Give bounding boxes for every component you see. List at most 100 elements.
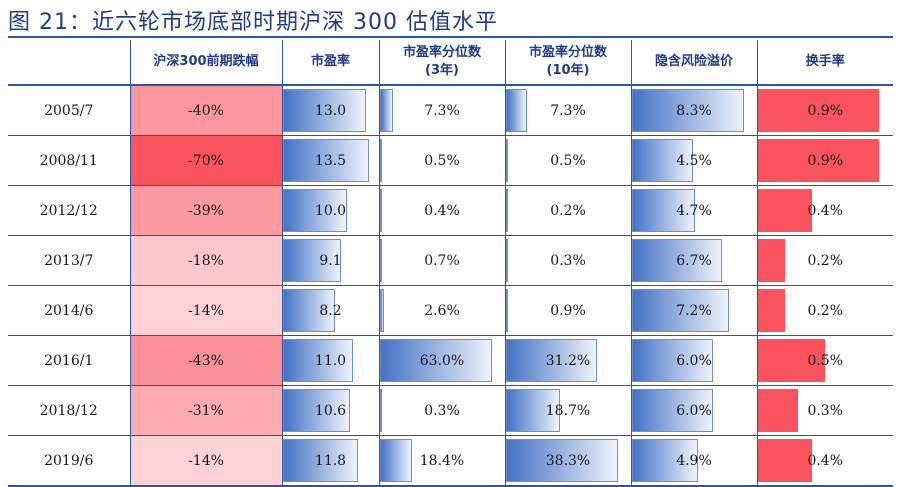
pe-value: 10.6: [314, 402, 347, 419]
erp-value: 4.7%: [676, 202, 712, 219]
column-header-3: 市盈率分位数 (3年): [378, 40, 505, 86]
erp-bar: [631, 89, 744, 132]
chart-title: 图 21：近六轮市场底部时期沪深 300 估值水平: [8, 10, 498, 35]
pe-pct-3y-bar: [379, 189, 382, 232]
erp-cell: 6.7%: [630, 235, 757, 286]
pe-pct-10y-value: 7.3%: [550, 102, 586, 119]
pe-value: 9.1: [319, 252, 342, 269]
title-rule: [8, 36, 893, 38]
pe-pct-3y-cell: 2.6%: [378, 285, 505, 336]
turnover-cell: 0.9%: [756, 135, 893, 186]
turnover-bar: [757, 239, 785, 282]
pe-pct-3y-bar: [379, 89, 393, 132]
pe-pct-3y-cell: 18.4%: [378, 435, 505, 487]
turnover-cell: 0.2%: [756, 235, 893, 286]
column-header-5: 隐含风险溢价: [630, 40, 757, 86]
table-row: 2005/7 -40% 13.0 7.3% 7.3% 8.3% 0.9%: [8, 85, 893, 136]
pe-pct-3y-value: 0.5%: [424, 152, 460, 169]
erp-bar: [631, 389, 713, 432]
column-header-1: 沪深300前期跌幅: [129, 40, 282, 86]
pe-pct-10y-value: 18.7%: [545, 402, 591, 419]
turnover-value: 0.2%: [807, 252, 844, 269]
pe-pct-10y-value: 0.9%: [550, 302, 586, 319]
pe-cell: 11.0: [281, 335, 379, 386]
pe-pct-10y-value: 0.3%: [550, 252, 586, 269]
turnover-bar: [757, 289, 785, 332]
turnover-cell: 0.3%: [756, 385, 893, 436]
pe-value: 11.8: [314, 452, 347, 469]
pe-pct-3y-value: 18.4%: [419, 452, 465, 469]
erp-cell: 6.0%: [630, 385, 757, 436]
period-cell: 2012/12: [8, 185, 130, 236]
pe-pct-3y-bar: [379, 389, 382, 432]
pe-pct-3y-cell: 63.0%: [378, 335, 505, 386]
pe-bar: [282, 289, 335, 332]
pe-bar: [282, 89, 366, 132]
pe-pct-10y-value: 38.3%: [545, 452, 591, 469]
pe-pct-10y-cell: 7.3%: [504, 85, 631, 136]
turnover-cell: 0.4%: [756, 435, 893, 487]
table-row: 2008/11 -70% 13.5 0.5% 0.5% 4.5% 0.9%: [8, 135, 893, 186]
pe-bar: [282, 389, 351, 432]
period-cell: 2005/7: [8, 85, 130, 136]
pe-pct-10y-bar: [505, 389, 561, 432]
pe-cell: 13.0: [281, 85, 379, 136]
pe-pct-3y-cell: 0.4%: [378, 185, 505, 236]
pe-pct-3y-bar: [379, 439, 413, 482]
erp-cell: 7.2%: [630, 285, 757, 336]
pe-pct-10y-cell: 0.2%: [504, 185, 631, 236]
erp-value: 7.2%: [676, 302, 712, 319]
period-cell: 2013/7: [8, 235, 130, 286]
turnover-value: 0.9%: [807, 102, 844, 119]
drawdown-cell: -14%: [129, 435, 282, 487]
turnover-bar: [757, 339, 826, 382]
turnover-bar: [757, 389, 799, 432]
table-body: 2005/7 -40% 13.0 7.3% 7.3% 8.3% 0.9% 2008/11 -70…: [8, 85, 893, 487]
drawdown-cell: -40%: [129, 85, 282, 136]
pe-pct-3y-value: 63.0%: [419, 352, 465, 369]
pe-cell: 9.1: [281, 235, 379, 286]
drawdown-cell: -14%: [129, 285, 282, 336]
pe-pct-10y-cell: 38.3%: [504, 435, 631, 487]
pe-pct-10y-bar: [505, 239, 508, 282]
column-header-0: [8, 40, 130, 86]
pe-pct-10y-bar: [505, 139, 508, 182]
erp-cell: 4.5%: [630, 135, 757, 186]
erp-bar: [631, 139, 693, 182]
pe-pct-3y-value: 0.4%: [424, 202, 460, 219]
drawdown-cell: -39%: [129, 185, 282, 236]
pe-value: 13.0: [314, 102, 347, 119]
pe-pct-3y-value: 2.6%: [424, 302, 460, 319]
turnover-value: 0.4%: [807, 202, 844, 219]
period-cell: 2014/6: [8, 285, 130, 336]
pe-bar: [282, 239, 341, 282]
pe-pct-10y-value: 0.5%: [550, 152, 586, 169]
turnover-bar: [757, 89, 880, 132]
drawdown-cell: -31%: [129, 385, 282, 436]
pe-pct-3y-bar: [379, 289, 385, 332]
pe-bar: [282, 439, 359, 482]
pe-pct-3y-cell: 7.3%: [378, 85, 505, 136]
pe-pct-10y-cell: 31.2%: [504, 335, 631, 386]
erp-cell: 4.9%: [630, 435, 757, 487]
turnover-value: 0.4%: [807, 452, 844, 469]
turnover-cell: 0.9%: [756, 85, 893, 136]
pe-pct-3y-cell: 0.3%: [378, 385, 505, 436]
pe-pct-3y-value: 0.7%: [424, 252, 460, 269]
pe-pct-10y-cell: 0.9%: [504, 285, 631, 336]
erp-value: 6.0%: [676, 402, 712, 419]
pe-pct-3y-cell: 0.7%: [378, 235, 505, 286]
erp-bar: [631, 289, 730, 332]
turnover-value: 0.9%: [807, 152, 844, 169]
erp-cell: 6.0%: [630, 335, 757, 386]
period-cell: 2016/1: [8, 335, 130, 386]
header-row: 沪深300前期跌幅 市盈率 市盈率分位数 (3年) 市盈率分位数 (10年) 隐含风险溢价换…: [8, 40, 893, 86]
pe-pct-10y-value: 0.2%: [550, 202, 586, 219]
turnover-value: 0.3%: [807, 402, 844, 419]
drawdown-cell: -70%: [129, 135, 282, 186]
erp-bar: [631, 339, 713, 382]
pe-cell: 10.6: [281, 385, 379, 436]
turnover-bar: [757, 439, 812, 482]
pe-cell: 10.0: [281, 185, 379, 236]
erp-bar: [631, 189, 696, 232]
